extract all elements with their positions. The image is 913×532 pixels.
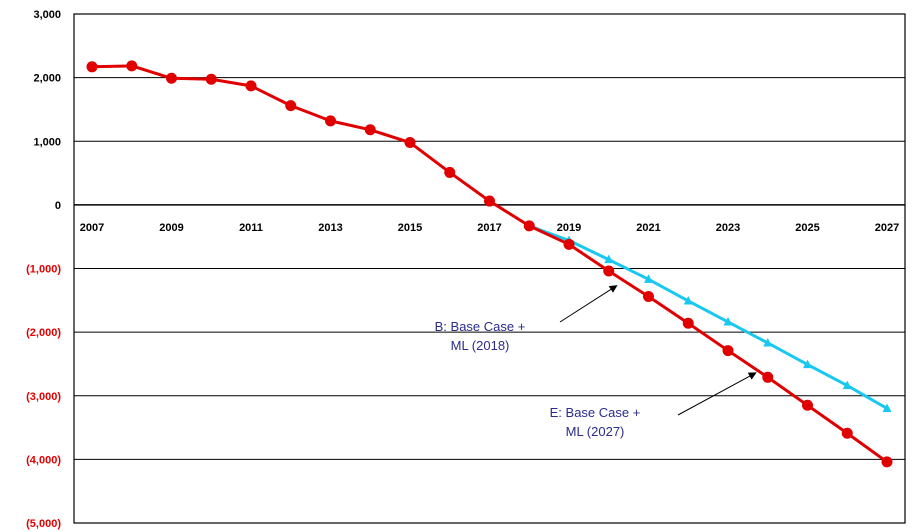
y-tick-label: (3,000) (26, 391, 61, 403)
y-tick-label: 2,000 (33, 73, 61, 85)
series-layer (86, 60, 893, 468)
annotation-line-1: E: Base Case + (550, 405, 641, 420)
y-tick-label: (5,000) (26, 518, 61, 530)
series-e-point (364, 124, 376, 136)
series-e-point (563, 238, 575, 250)
annotation-line-2: ML (2018) (451, 338, 510, 353)
series-e-point (325, 115, 336, 127)
series-b-line (528, 224, 888, 410)
x-tick-label: 2009 (159, 222, 183, 234)
series-e-point (643, 290, 654, 302)
y-tick-label: (2,000) (26, 327, 61, 339)
series-e-point (762, 371, 774, 383)
x-tick-label: 2023 (716, 222, 740, 234)
series-b-point (803, 359, 812, 369)
x-tick-label: 2011 (239, 222, 263, 234)
series-e-point (841, 427, 853, 439)
x-tick-label: 2015 (398, 222, 422, 234)
x-tick-label: 2019 (557, 222, 581, 234)
x-axis-tick-labels: 2007 2009 2011 2013 2015 2017 2019 2021 2023 2025… (80, 222, 899, 234)
gridlines (74, 77, 905, 460)
series-e-point (285, 100, 297, 112)
y-tick-label: 0 (55, 200, 61, 212)
series-e-point (523, 220, 535, 232)
series-e-point (86, 61, 98, 73)
y-tick-label: (4,000) (26, 454, 61, 466)
series-b-point (604, 254, 614, 264)
y-tick-label: (1,000) (26, 264, 61, 276)
plot-area-border (73, 13, 906, 524)
annotation-arrow (677, 372, 757, 416)
annotations: B: Base Case + ML (2018) E: Base Case + ML … (435, 285, 757, 439)
x-tick-label: 2021 (636, 222, 660, 234)
series-b-point (842, 380, 852, 390)
series-e-point (126, 60, 138, 72)
series-e-point (205, 73, 217, 85)
x-tick-label: 2017 (477, 222, 501, 234)
series-e-point (166, 72, 177, 84)
y-tick-label: 3,000 (33, 9, 61, 21)
series-b-point (723, 316, 733, 326)
series-e-point (404, 137, 416, 149)
annotation-arrow (559, 285, 618, 323)
series-e-point (682, 317, 694, 329)
series-e-point (245, 80, 257, 92)
y-axis-tick-labels: 3,000 2,000 1,000 0 (1,000) (2,000) (3,000) (4,… (26, 9, 61, 530)
series-e-point (444, 166, 456, 178)
annotation-line-1: B: Base Case + (435, 319, 526, 334)
series-b-point (882, 403, 892, 412)
annotation-line-2: ML (2027) (566, 424, 625, 439)
x-tick-label: 2025 (795, 222, 819, 234)
series-e-line (91, 64, 888, 464)
series-e-point (603, 265, 615, 277)
series-e-point (484, 195, 495, 207)
y-tick-label: 1,000 (33, 136, 61, 148)
series-b-point (683, 295, 693, 305)
x-tick-label: 2027 (875, 222, 899, 234)
x-tick-label: 2007 (80, 222, 104, 234)
series-e-point (802, 399, 813, 411)
series-b-point (763, 337, 773, 347)
x-tick-label: 2013 (318, 222, 342, 234)
series-e-point (881, 456, 893, 468)
series-e-point (722, 345, 734, 357)
series-b-point (644, 274, 653, 283)
